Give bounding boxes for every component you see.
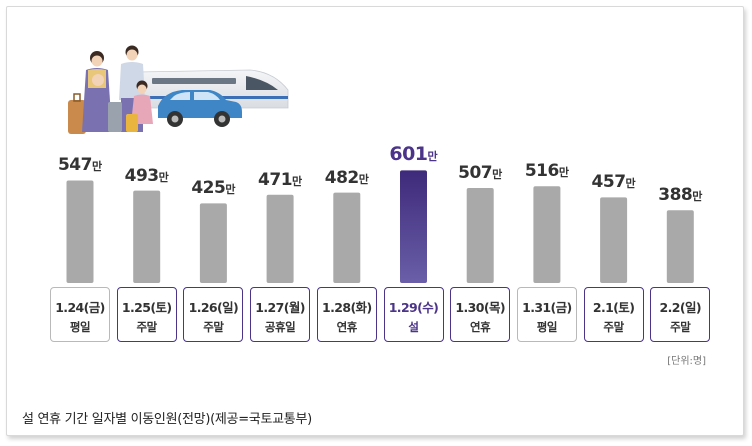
value-unit: 만 [225, 183, 236, 197]
value-number: 482 [324, 167, 360, 188]
bar-1.30(목) [466, 187, 494, 283]
bar-1.27(월) [266, 194, 294, 283]
value-label: 516만 [507, 161, 587, 181]
day-type-label: 주말 [670, 320, 691, 334]
value-number: 425 [191, 178, 226, 199]
value-number: 547 [57, 155, 93, 176]
day-type-label: 평일 [536, 320, 558, 334]
date-box: 1.31(금) 평일 [516, 287, 577, 342]
value-label: 601만 [374, 143, 454, 165]
value-number: 388 [658, 185, 693, 206]
bar-1.29(수) [400, 170, 427, 283]
date-box: 2.2(일) 주말 [650, 287, 711, 342]
value-number: 457 [591, 172, 627, 193]
bar-1.25(토) [133, 190, 161, 283]
value-unit: 만 [358, 172, 369, 186]
date-label: 2.1(토) [592, 300, 635, 315]
value-number: 516 [524, 161, 560, 182]
value-unit: 만 [292, 174, 303, 188]
date-box: 1.30(목) 연휴 [450, 287, 511, 342]
bar-2.2(일) [666, 210, 694, 283]
value-unit: 만 [558, 166, 569, 180]
bar-chart [66, 170, 694, 283]
date-label: 1.28(화) [322, 300, 372, 315]
bar-1.28(화) [333, 192, 361, 283]
date-label: 1.25(토) [121, 300, 172, 315]
value-number: 493 [124, 165, 160, 186]
day-type-label: 주말 [203, 320, 224, 334]
bar-1.31(금) [533, 186, 561, 283]
value-label: 388만 [640, 185, 720, 205]
bar-1.24(금) [66, 180, 94, 283]
date-label: 1.30(목) [455, 300, 505, 315]
date-box: 1.29(수) 설 [383, 287, 444, 342]
date-box: 1.25(토) 주말 [116, 287, 177, 342]
date-label: 1.31(금) [522, 300, 572, 315]
value-unit: 만 [158, 170, 169, 184]
chart-caption: 설 연휴 기간 일자별 이동인원(전망)(제공=국토교통부) [22, 412, 312, 427]
bar-2.1(토) [600, 197, 628, 283]
date-label: 1.27(월) [255, 300, 305, 315]
value-label: 471만 [240, 170, 320, 190]
value-label: 547만 [40, 155, 120, 175]
day-type-label: 연휴 [336, 320, 358, 334]
day-type-label: 공휴일 [264, 320, 296, 334]
date-label: 1.26(일) [188, 300, 239, 315]
value-unit: 만 [625, 177, 636, 191]
date-box: 1.27(월) 공휴일 [250, 287, 311, 342]
day-type-label: 주말 [136, 320, 158, 334]
date-box: 1.28(화) 연휴 [316, 287, 377, 342]
date-label: 1.29(수) [388, 300, 439, 315]
date-label: 1.24(금) [55, 300, 105, 315]
date-box: 2.1(토) 주말 [583, 287, 644, 342]
value-unit: 만 [91, 160, 103, 174]
day-type-label: 연휴 [470, 320, 491, 334]
value-label: 507만 [440, 163, 520, 183]
date-label: 2.2(일) [659, 300, 702, 315]
day-type-label: 설 [408, 320, 419, 334]
value-label: 457만 [574, 172, 654, 192]
value-unit: 만 [492, 167, 503, 181]
value-label: 482만 [307, 168, 387, 188]
value-number: 471 [258, 169, 293, 190]
value-unit: 만 [427, 150, 438, 164]
value-number: 601 [389, 143, 428, 166]
unit-note: [단위:명] [667, 356, 706, 367]
value-label: 493만 [107, 166, 187, 186]
value-unit: 만 [692, 190, 703, 204]
family-travel-icon [68, 45, 289, 134]
date-box: 1.26(일) 주말 [183, 287, 244, 342]
day-type-label: 주말 [603, 320, 624, 334]
day-type-label: 평일 [69, 320, 91, 334]
date-box: 1.24(금) 평일 [50, 287, 110, 342]
value-number: 507 [458, 162, 493, 183]
bar-1.26(일) [199, 203, 227, 283]
value-label: 425만 [173, 178, 253, 198]
